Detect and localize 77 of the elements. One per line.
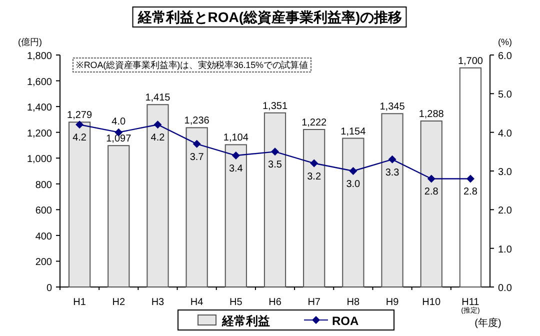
data-label: 1,279 bbox=[67, 110, 92, 122]
point bbox=[154, 120, 162, 129]
y-tick-label: 400 bbox=[35, 231, 52, 242]
x-tick-label: H4 bbox=[190, 297, 204, 308]
point bbox=[466, 174, 474, 183]
bar bbox=[108, 145, 130, 288]
bar bbox=[224, 144, 247, 288]
data-label: 3.4 bbox=[228, 164, 244, 175]
legend-label: ROA bbox=[332, 314, 359, 328]
y-tick-label: 600 bbox=[35, 206, 52, 217]
x-tick-label: H6 bbox=[268, 297, 282, 308]
data-label: 1,288 bbox=[418, 108, 444, 120]
bar bbox=[459, 67, 482, 288]
y2-tick-label: 3.0 bbox=[498, 167, 512, 178]
data-label: 2.8 bbox=[424, 186, 439, 198]
data-label: 1,345 bbox=[380, 102, 406, 113]
data-label: 1,236 bbox=[184, 116, 210, 127]
bar bbox=[146, 104, 169, 288]
y-tick-label: 200 bbox=[35, 257, 52, 268]
y2-tick-label: 2.0 bbox=[498, 206, 512, 217]
point bbox=[271, 148, 279, 156]
data-label: 1,222 bbox=[302, 118, 328, 128]
y2-tick-label: 1.0 bbox=[498, 244, 512, 256]
y2-tick-label: 0.0 bbox=[498, 283, 512, 294]
data-label: 1,700 bbox=[458, 56, 484, 67]
data-label: 1,415 bbox=[145, 92, 171, 104]
data-label: 1,154 bbox=[340, 126, 366, 138]
point bbox=[349, 167, 358, 175]
y-tick-label: 1,000 bbox=[26, 154, 52, 166]
bar bbox=[303, 129, 326, 288]
x-tick-label: H1 bbox=[73, 297, 86, 308]
y-tick-label: 800 bbox=[35, 180, 52, 191]
x-tick-label: H5 bbox=[230, 297, 243, 308]
data-label: 3.0 bbox=[346, 179, 361, 190]
y-tick-label: 1,800 bbox=[26, 51, 52, 62]
bar bbox=[68, 122, 91, 288]
data-label: 3.2 bbox=[307, 171, 322, 182]
y2-axis-title: (%) bbox=[498, 37, 512, 47]
point bbox=[232, 152, 240, 160]
bar bbox=[381, 113, 404, 288]
x-tick-label: H7 bbox=[308, 297, 321, 308]
data-label: 3.7 bbox=[190, 152, 204, 163]
y2-tick-label: 6.0 bbox=[498, 51, 512, 62]
y2-tick-label: 5.0 bbox=[498, 90, 512, 101]
data-label: 4.2 bbox=[72, 132, 87, 144]
x-tick-label: H2 bbox=[112, 297, 126, 308]
chart-title: 経常利益とROA(総資産事業利益率)の推移 bbox=[136, 9, 402, 25]
y-tick-label: 1,200 bbox=[26, 128, 52, 140]
y2-tick-label: 4.0 bbox=[498, 128, 512, 140]
bar bbox=[264, 112, 286, 288]
bar bbox=[342, 138, 364, 288]
data-label: 2.8 bbox=[464, 186, 478, 198]
annotation: ※ROA(総資産事業利益率)は、実効税率36.15%での試算値 bbox=[76, 60, 308, 70]
x-tick-label: H10 bbox=[422, 297, 441, 308]
point bbox=[310, 159, 318, 168]
legend-label: 経常利益 bbox=[221, 314, 270, 328]
data-label: 4.2 bbox=[150, 132, 166, 144]
y-tick-label: 0 bbox=[46, 283, 52, 294]
data-label: 3.3 bbox=[385, 167, 400, 178]
point bbox=[427, 174, 436, 183]
x-tick-label: H8 bbox=[346, 297, 360, 308]
y-tick-label: 1,400 bbox=[26, 102, 52, 114]
text: (年度) bbox=[474, 317, 502, 329]
x-tick-label: H9 bbox=[386, 297, 400, 308]
data-label: 1,104 bbox=[223, 132, 249, 144]
y-axis-title: (億円) bbox=[18, 37, 42, 47]
bar bbox=[186, 127, 208, 288]
data-label: 1,351 bbox=[262, 100, 288, 112]
data-label: 1,097 bbox=[106, 134, 132, 145]
point bbox=[388, 155, 396, 164]
data-label: 3.5 bbox=[268, 160, 282, 171]
point bbox=[76, 120, 84, 129]
bar bbox=[420, 120, 442, 288]
x-tick-label: H3 bbox=[151, 297, 165, 308]
y-tick-label: 1,600 bbox=[26, 76, 52, 88]
data-label: 4.0 bbox=[112, 116, 126, 128]
point bbox=[192, 140, 201, 148]
